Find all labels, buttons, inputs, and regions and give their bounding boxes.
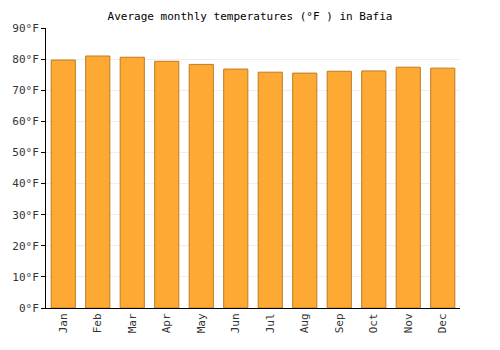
- svg-text:50°F: 50°F: [12, 146, 39, 159]
- svg-text:70°F: 70°F: [12, 84, 39, 97]
- svg-text:0°F: 0°F: [19, 302, 39, 315]
- svg-text:Jun: Jun: [229, 313, 242, 333]
- svg-text:40°F: 40°F: [12, 177, 39, 190]
- svg-text:20°F: 20°F: [12, 240, 39, 253]
- svg-text:60°F: 60°F: [12, 115, 39, 128]
- svg-text:Jan: Jan: [57, 313, 70, 333]
- svg-text:Oct: Oct: [367, 313, 380, 333]
- svg-text:10°F: 10°F: [12, 271, 39, 284]
- svg-text:30°F: 30°F: [12, 209, 39, 222]
- svg-text:Sep: Sep: [333, 313, 346, 333]
- svg-text:Aug: Aug: [298, 313, 311, 333]
- svg-text:Apr: Apr: [160, 313, 173, 333]
- svg-text:Average monthly temperatures (: Average monthly temperatures (°F ) in Ba…: [108, 10, 393, 23]
- svg-text:Mar: Mar: [126, 313, 139, 333]
- svg-text:80°F: 80°F: [12, 53, 39, 66]
- svg-text:Jul: Jul: [264, 313, 277, 333]
- svg-text:90°F: 90°F: [12, 22, 39, 35]
- svg-text:May: May: [195, 313, 208, 333]
- svg-text:Dec: Dec: [436, 313, 449, 333]
- svg-text:Feb: Feb: [91, 313, 104, 333]
- svg-text:Nov: Nov: [402, 313, 415, 333]
